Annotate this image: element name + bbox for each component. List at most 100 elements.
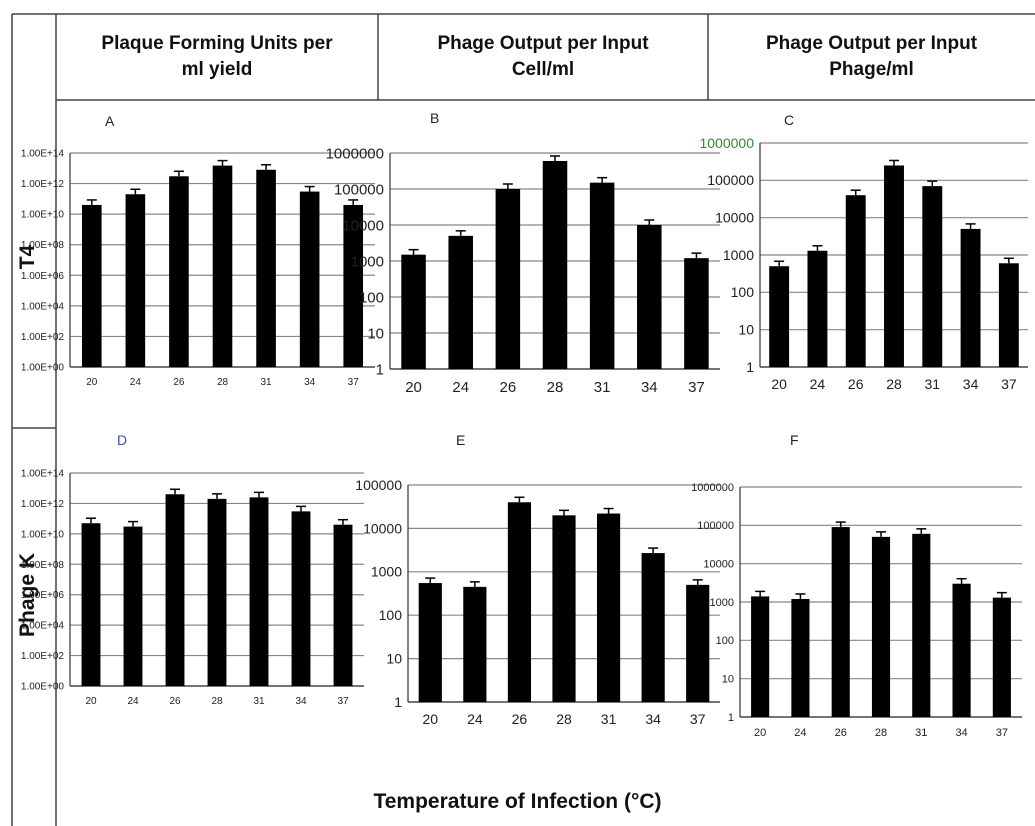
y-tick-label: 10 <box>738 322 754 338</box>
x-tick-label: 28 <box>547 379 564 396</box>
x-tick-label: 34 <box>641 379 658 396</box>
bar <box>884 165 904 367</box>
bar <box>912 533 931 717</box>
y-tick-label: 10 <box>722 674 734 686</box>
x-tick-label: 24 <box>467 711 483 727</box>
y-tick-label: 1.00E+10 <box>21 529 65 540</box>
x-tick-label: 34 <box>645 711 661 727</box>
y-tick-label: 1000 <box>723 247 754 263</box>
bar <box>418 583 442 702</box>
x-tick-label: 31 <box>594 379 611 396</box>
x-tick-label: 26 <box>512 711 528 727</box>
x-tick-label: 37 <box>690 711 706 727</box>
chart-panel-c: 1 10 100 1000 10000 100000 1000000 20 24 26 28 31 34… <box>699 135 1028 392</box>
y-tick-label: 100000 <box>334 181 384 198</box>
y-tick-label: 1.00E+08 <box>21 560 65 571</box>
bar <box>871 536 891 717</box>
chart-panel-e: 1 10 100 1000 10000 100000 20 24 26 28 31 34 37 <box>355 477 720 727</box>
x-tick-label: 24 <box>452 379 469 396</box>
y-tick-label: 10000 <box>363 520 402 536</box>
y-tick-label: 1 <box>376 361 384 378</box>
bar <box>401 254 426 369</box>
bar <box>807 250 828 367</box>
panel-label-f: F <box>790 432 799 448</box>
y-tick-label: 1.00E+02 <box>21 332 65 343</box>
x-tick-label: 28 <box>217 377 229 388</box>
bar <box>686 584 710 702</box>
bar <box>992 597 1011 717</box>
y-tick-label: 1.00E+14 <box>21 469 65 480</box>
x-tick-label: 37 <box>1001 376 1017 392</box>
y-tick-label: 1.00E+12 <box>21 499 65 510</box>
bar <box>751 596 770 717</box>
bar <box>123 526 143 686</box>
chart-panel-b: 1 10 100 1000 10000 100000 1000000 20 24 26 28 31 34… <box>326 145 720 396</box>
y-tick-label: 1.00E+04 <box>21 621 65 632</box>
x-tick-label: 24 <box>127 696 139 707</box>
bar <box>596 513 621 702</box>
bar <box>463 586 487 702</box>
bar <box>845 195 866 367</box>
chart-panel-a: 1.00E+00 1.00E+02 1.00E+04 1.00E+06 1.00E+08… <box>21 149 375 388</box>
bar <box>299 191 320 367</box>
x-tick-label: 34 <box>955 727 967 739</box>
y-tick-label: 100 <box>731 284 755 300</box>
y-tick-label: 1.00E+08 <box>21 240 65 251</box>
y-tick-label: 1 <box>394 694 402 710</box>
bar <box>291 511 311 686</box>
y-tick-label: 1.00E+04 <box>21 301 65 312</box>
x-tick-label: 34 <box>304 377 316 388</box>
bar <box>249 497 269 686</box>
y-tick-label: 1000 <box>371 564 402 580</box>
x-tick-label: 31 <box>915 727 927 739</box>
x-tick-label: 37 <box>688 379 705 396</box>
x-tick-label: 20 <box>754 727 766 739</box>
x-tick-label: 31 <box>253 696 265 707</box>
x-axis-title: Temperature of Infection (°C) <box>373 790 662 813</box>
bar <box>589 182 615 369</box>
x-tick-label: 28 <box>211 696 223 707</box>
bar <box>960 228 981 367</box>
y-tick-label: 1 <box>728 712 734 724</box>
y-tick-label: 100000 <box>355 477 402 493</box>
chart-panel-f: 1 10 100 1000 10000 100000 1000000 20 24 26 28 31 34… <box>691 482 1022 739</box>
x-tick-label: 37 <box>337 696 349 707</box>
x-tick-label: 26 <box>169 696 181 707</box>
x-tick-label: 26 <box>173 377 185 388</box>
x-tick-label: 20 <box>85 696 97 707</box>
y-tick-label: 1.00E+12 <box>21 179 65 190</box>
y-tick-label: 1.00E+10 <box>21 210 65 221</box>
x-tick-label: 26 <box>500 379 517 396</box>
x-tick-label: 24 <box>794 727 806 739</box>
panel-label-b: B <box>430 110 440 126</box>
bar <box>448 235 473 369</box>
bar <box>952 583 971 717</box>
column-header-per-cell: Phage Output per Input Cell/ml <box>437 33 649 80</box>
y-tick-label: 100 <box>359 289 384 306</box>
x-tick-label: 28 <box>875 727 887 739</box>
panel-label-e: E <box>456 432 466 448</box>
x-tick-label: 31 <box>601 711 617 727</box>
panel-label-a: A <box>105 113 115 129</box>
bar <box>125 194 146 367</box>
bar <box>256 169 276 367</box>
x-tick-label: 20 <box>422 711 438 727</box>
bar <box>169 176 189 367</box>
x-tick-label: 31 <box>924 376 940 392</box>
x-tick-label: 20 <box>405 379 422 396</box>
y-tick-label: 1.00E+00 <box>21 363 65 374</box>
y-tick-label: 1.00E+14 <box>21 149 65 160</box>
x-tick-label: 31 <box>261 377 273 388</box>
bar <box>542 160 568 369</box>
chart-panel-d: 1.00E+00 1.00E+02 1.00E+04 1.00E+06 1.00E+08… <box>21 469 364 707</box>
y-tick-label: 100000 <box>707 172 754 188</box>
x-tick-label: 34 <box>295 696 307 707</box>
y-tick-label: 10000 <box>342 217 384 234</box>
y-tick-label: 1.00E+06 <box>21 271 65 282</box>
bar <box>81 204 102 367</box>
bar <box>333 524 353 686</box>
x-tick-label: 20 <box>86 377 98 388</box>
